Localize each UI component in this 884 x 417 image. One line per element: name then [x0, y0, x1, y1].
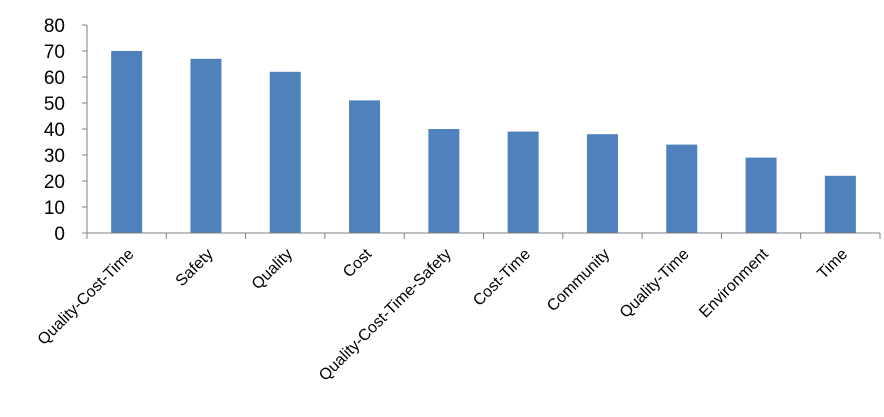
bars-group [111, 51, 856, 234]
bar [349, 100, 381, 234]
y-tick-label: 70 [44, 42, 65, 63]
y-tick-label: 50 [44, 94, 65, 115]
x-category-label: Community [544, 246, 613, 315]
y-tick-label: 60 [44, 68, 65, 89]
bar [507, 131, 539, 233]
y-tick-label: 40 [44, 120, 65, 141]
x-category-label: Environment [696, 245, 772, 321]
bar [428, 129, 460, 233]
bar [269, 71, 301, 233]
x-category-label: Quality [249, 246, 296, 293]
bar [586, 134, 618, 233]
y-tick-label: 0 [54, 224, 65, 245]
y-tick-label: 80 [44, 16, 65, 37]
x-axis [86, 232, 881, 239]
x-category-label: Quality-Cost-Time-Safety [316, 246, 455, 385]
bar [111, 51, 143, 233]
x-category-label: Quality-Cost-Time [35, 246, 138, 349]
x-category-label: Quality-Time [617, 246, 693, 322]
y-tick-label: 20 [44, 172, 65, 193]
bar [666, 144, 698, 233]
bar [745, 157, 777, 233]
y-tick-label: 10 [44, 198, 65, 219]
x-category-label: Cost-Time [470, 246, 534, 310]
x-category-label: Safety [173, 246, 217, 290]
x-category-label: Time [814, 246, 851, 283]
x-category-label: Cost [340, 245, 376, 281]
y-axis: 0 10 20 30 40 50 60 70 80 [44, 16, 88, 245]
bar [190, 58, 222, 233]
bar [824, 175, 856, 233]
x-axis-labels: Quality-Cost-Time Safety Quality CostQualit… [35, 245, 852, 384]
y-tick-label: 30 [44, 146, 65, 167]
